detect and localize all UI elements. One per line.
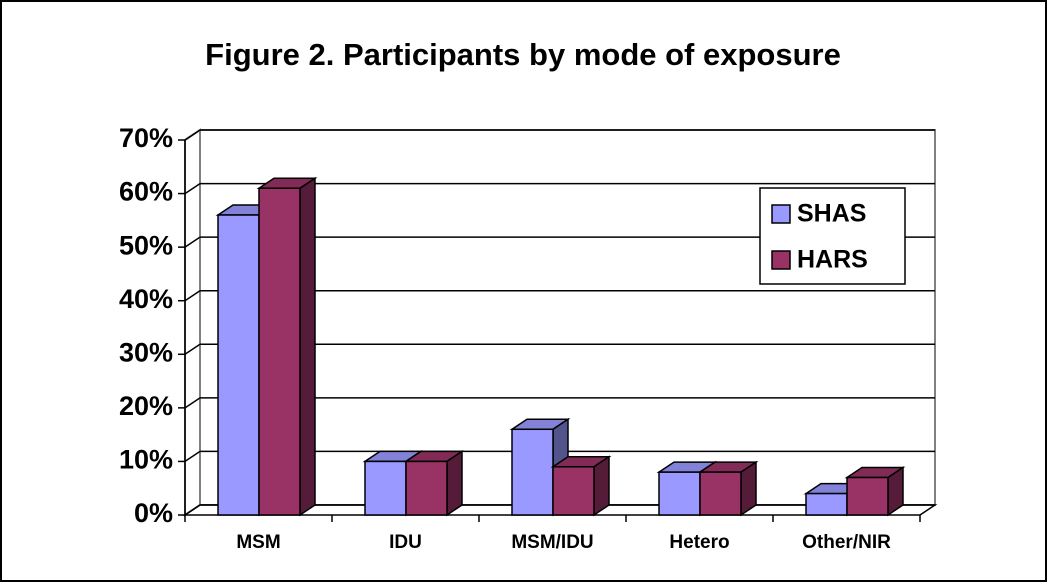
bar [217,214,260,516]
bar [658,471,701,516]
bar [405,460,448,516]
grid-line [184,343,201,355]
y-tick-label: 40% [119,284,173,314]
grid-line [184,182,201,195]
bar [552,466,595,516]
grid-line [184,450,201,463]
grid-line [184,504,201,516]
bar [805,492,848,516]
bar [364,460,407,516]
chart-title: Figure 2. Participants by mode of exposu… [205,37,841,72]
legend-label: HARS [797,246,868,274]
grid-line [184,397,201,409]
grid-line [184,236,201,248]
legend-label: SHAS [797,200,866,228]
y-tick-label: 70% [119,123,173,153]
bar-side [593,455,610,517]
x-tick-label: Hetero [669,532,729,553]
y-tick-label: 30% [119,337,173,367]
legend-swatch [771,250,791,270]
bar [511,428,554,516]
bar [258,187,301,516]
bar-side [299,176,316,517]
grid-line [184,290,201,302]
x-tick-label: MSM/IDU [511,532,593,553]
x-tick-label: Other/NIR [802,532,891,553]
x-tick-label: IDU [389,532,422,553]
y-tick-label: 10% [119,445,173,475]
y-tick-label: 60% [119,177,173,207]
bar [699,471,742,516]
y-tick-label: 50% [119,230,173,260]
legend-swatch [771,204,791,224]
bar-side [740,460,757,517]
x-tick-label: MSM [236,532,280,553]
y-tick-label: 0% [134,498,173,528]
bar-side [446,450,463,517]
y-tick-label: 20% [119,391,173,421]
bar [846,476,889,516]
grid-line [184,129,201,141]
